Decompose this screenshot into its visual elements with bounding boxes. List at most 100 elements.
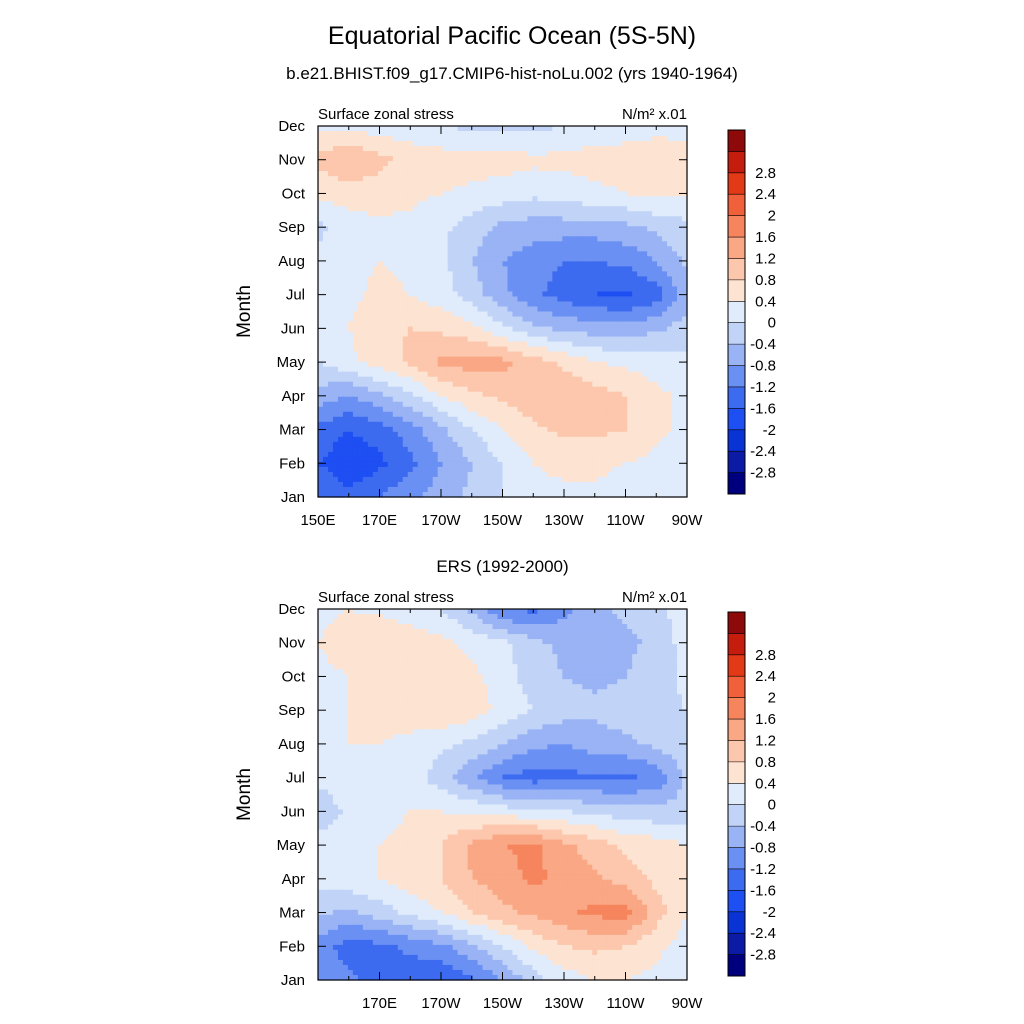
contour-cell	[572, 311, 578, 318]
contour-cell	[632, 151, 638, 157]
contour-cell	[627, 276, 633, 283]
contour-cell	[382, 356, 389, 363]
contour-cell	[637, 296, 643, 303]
contour-cell	[632, 306, 638, 313]
contour-cell	[487, 301, 494, 308]
contour-cell	[432, 261, 439, 267]
contour-cell	[617, 176, 623, 182]
contour-cell	[442, 181, 449, 187]
contour-cell	[527, 416, 534, 423]
contour-cell	[657, 351, 663, 358]
contour-cell	[572, 421, 578, 428]
contour-cell	[402, 331, 409, 338]
contour-cell	[527, 141, 534, 147]
contour-cell	[652, 346, 658, 353]
contour-cell	[407, 206, 414, 212]
contour-cell	[397, 266, 404, 272]
contour-cell	[457, 201, 464, 207]
contour-cell	[667, 276, 673, 283]
contour-cell	[642, 221, 648, 227]
contour-cell	[632, 416, 638, 423]
contour-cell	[472, 241, 479, 247]
contour-cell	[667, 226, 673, 232]
contour-cell	[597, 236, 603, 242]
contour-cell	[492, 176, 499, 182]
contour-cell	[547, 416, 553, 423]
contour-cell	[457, 351, 464, 358]
contour-cell	[477, 446, 484, 453]
contour-cell	[462, 181, 469, 187]
contour-cell	[597, 211, 603, 217]
contour-cell	[337, 391, 344, 398]
contour-cell	[327, 411, 334, 418]
contour-cell	[602, 386, 608, 393]
contour-cell	[617, 391, 623, 398]
contour-cell	[682, 236, 688, 242]
contour-cell	[512, 156, 519, 162]
contour-cell	[527, 336, 534, 343]
contour-cell	[622, 181, 628, 187]
contour-cell	[597, 386, 603, 393]
contour-cell	[422, 336, 429, 343]
contour-cell	[412, 426, 419, 433]
contour-cell	[652, 196, 658, 202]
contour-cell	[577, 376, 583, 383]
contour-cell	[612, 296, 618, 303]
contour-cell	[677, 181, 683, 187]
contour-cell	[377, 136, 384, 142]
contour-cell	[517, 431, 524, 438]
contour-cell	[602, 451, 608, 458]
contour-cell	[352, 456, 359, 463]
contour-cell	[437, 286, 444, 293]
contour-cell	[622, 421, 628, 428]
contour-cell	[587, 431, 593, 438]
contour-cell	[457, 186, 464, 192]
contour-cell	[567, 296, 573, 303]
contour-cell	[442, 226, 449, 232]
contour-cell	[367, 431, 374, 438]
contour-cell	[622, 186, 628, 192]
contour-cell	[567, 236, 573, 242]
contour-cell	[442, 436, 449, 443]
contour-cell	[467, 211, 474, 217]
contour-cell	[522, 186, 529, 192]
contour-cell	[612, 436, 618, 443]
contour-cell	[667, 351, 673, 358]
contour-cell	[547, 266, 553, 272]
contour-cell	[452, 386, 459, 393]
contour-cell	[452, 366, 459, 373]
contour-cell	[497, 376, 504, 383]
contour-cell	[457, 261, 464, 267]
contour-cell	[457, 226, 464, 232]
contour-cell	[682, 176, 688, 182]
contour-cell	[597, 376, 603, 383]
contour-cell	[318, 441, 324, 448]
contour-cell	[517, 456, 524, 463]
contour-cell	[422, 431, 429, 438]
contour-cell	[662, 196, 668, 202]
contour-cell	[617, 366, 623, 373]
contour-cell	[547, 261, 553, 267]
contour-cell	[557, 271, 563, 277]
contour-cell	[402, 231, 409, 237]
contour-cell	[362, 356, 369, 363]
contour-cell	[557, 386, 563, 393]
contour-cell	[412, 346, 419, 353]
contour-cell	[497, 341, 504, 348]
contour-cell	[397, 231, 404, 237]
contour-cell	[337, 221, 344, 227]
contour-cell	[522, 226, 529, 232]
contour-cell	[602, 286, 608, 293]
contour-cell	[632, 396, 638, 403]
contour-cell	[592, 341, 598, 348]
contour-cell	[627, 431, 633, 438]
contour-cell	[382, 451, 389, 458]
contour-cell	[397, 406, 404, 413]
contour-cell	[477, 261, 484, 267]
contour-cell	[502, 186, 509, 192]
contour-cell	[602, 336, 608, 343]
contour-cell	[377, 451, 384, 458]
contour-cell	[637, 186, 643, 192]
contour-cell	[502, 336, 509, 343]
contour-cell	[417, 201, 424, 207]
